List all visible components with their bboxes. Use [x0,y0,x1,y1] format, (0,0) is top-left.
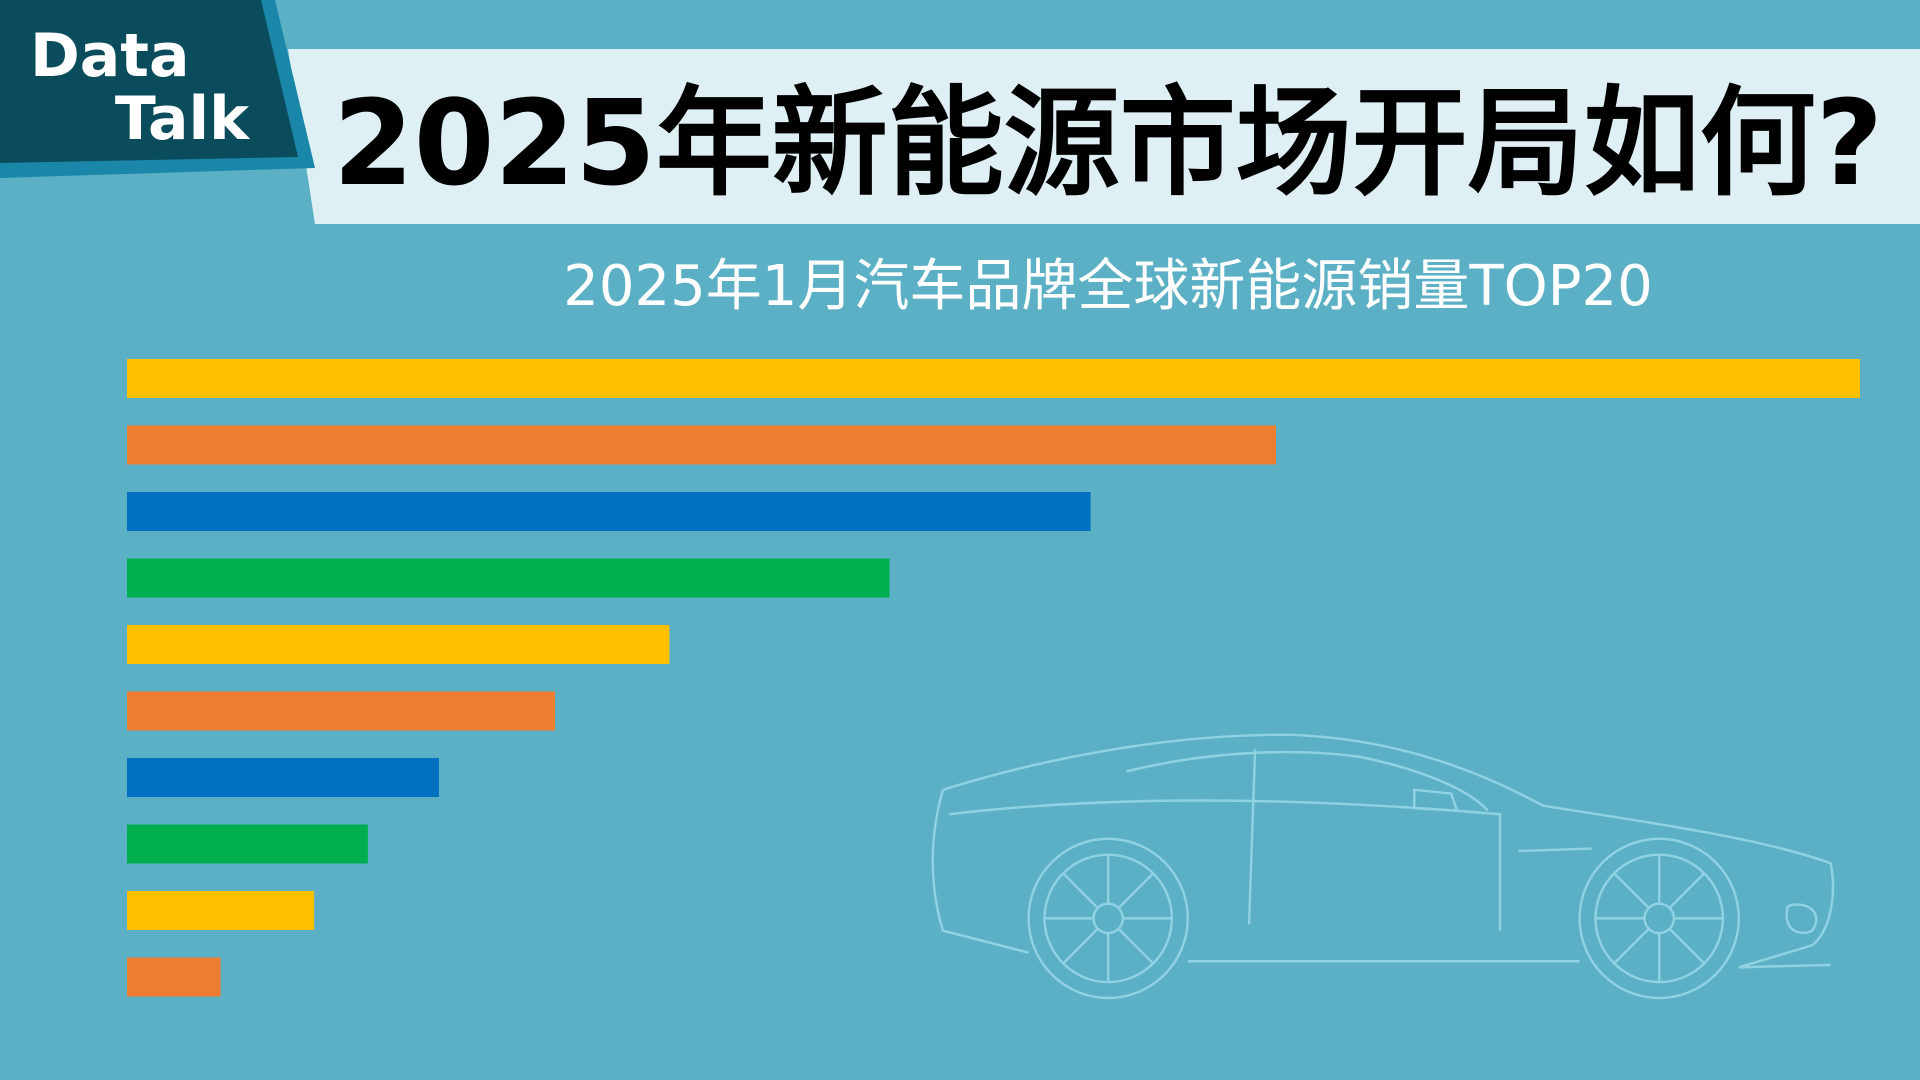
bar [127,891,315,930]
bar [127,359,1860,398]
badge-line1: Data [30,21,189,91]
chart-subtitle: 2025年1月汽车品牌全球新能源销量TOP20 [563,254,1652,319]
car-outline [931,733,1835,1000]
badge-line2: Talk [115,84,251,154]
bar [127,824,368,864]
chart-title: 2025年新能源市场开局如何? [333,74,1883,212]
bar [127,957,221,997]
bar [127,625,670,664]
bar [127,758,439,797]
bar [127,558,890,598]
bar [127,492,1091,531]
bar [127,425,1276,465]
badge [0,0,298,163]
title-banner [288,49,1920,224]
bar [127,691,556,731]
